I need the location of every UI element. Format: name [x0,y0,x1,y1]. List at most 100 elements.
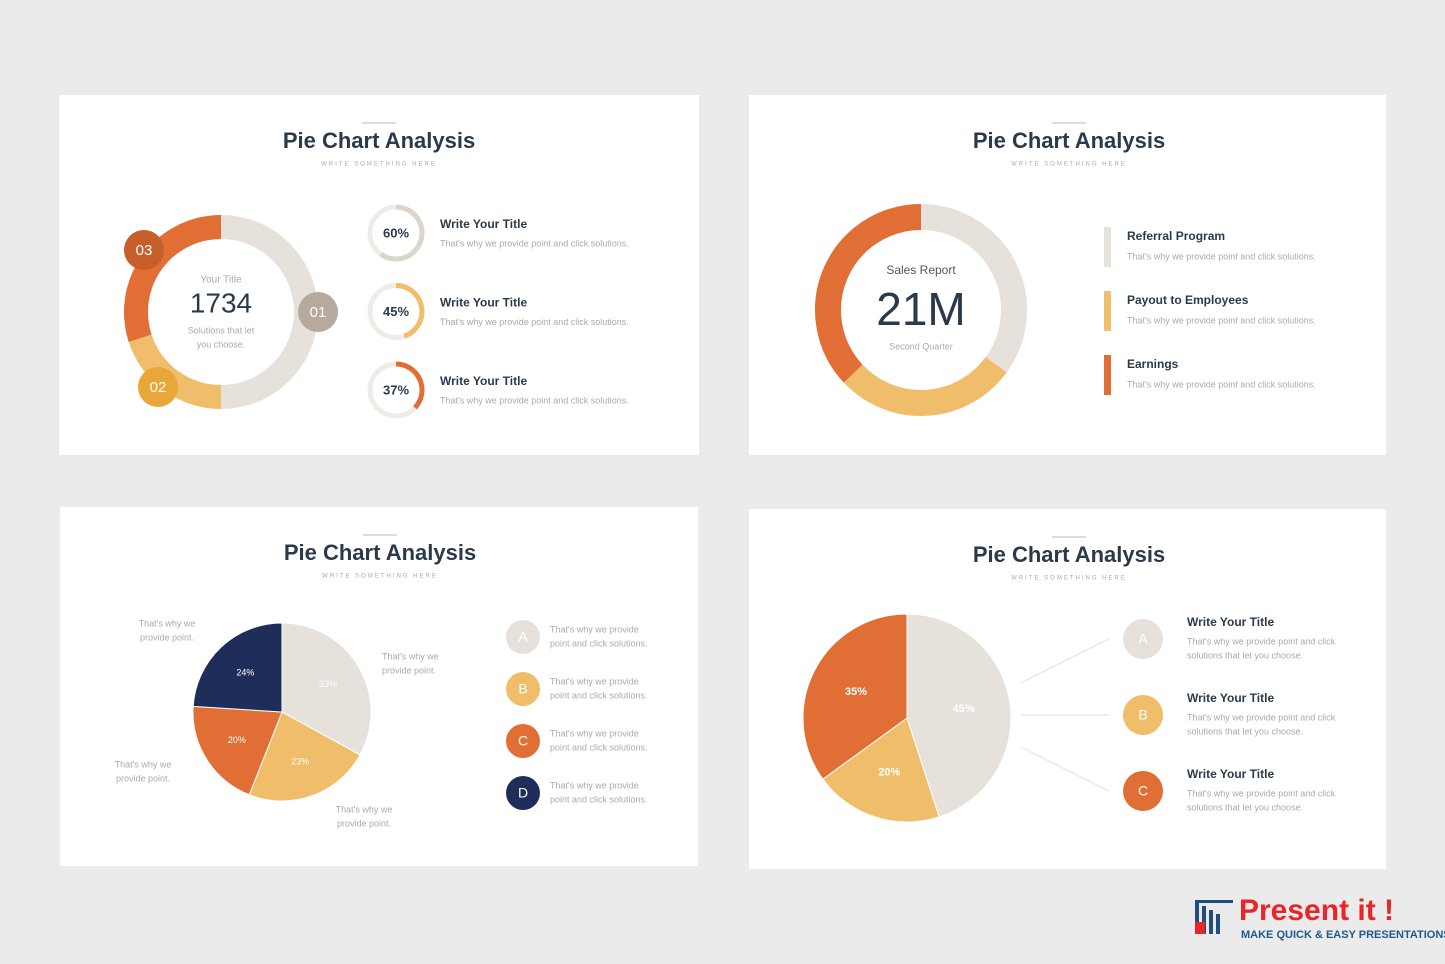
legend-text: point and click solutions. [550,690,648,700]
item-title: Write Your Title [440,296,527,310]
donut-segment [920,204,1027,373]
legend-text: That's why we provide [550,728,639,738]
connector [1020,746,1110,792]
pie-slice [281,622,372,756]
center-caption: Second Quarter [889,341,953,351]
legend-text: solutions that let you choose. [1187,726,1303,736]
badge-label: 01 [310,304,327,321]
legend-letter: D [518,785,528,801]
donut-segment [815,204,922,383]
legend-letter: B [518,681,527,697]
center-label: Sales Report [886,263,956,277]
connector [1020,638,1110,684]
item-title: Write Your Title [440,374,527,388]
slice-label: 35% [845,686,867,698]
legend-bar [1104,291,1111,331]
legend-bar [1104,227,1111,267]
slide-content: Pie Chart Analysis WRITE SOMETHING HERE Re… [815,122,1316,416]
center-caption: you choose. [197,339,246,349]
pie-slice [802,613,908,780]
legend-title: Write Your Title [1187,767,1274,781]
slide-subtitle: WRITE SOMETHING HERE [321,162,437,168]
slice-label: 23% [291,757,309,767]
legend-text: point and click solutions. [550,794,648,804]
slide-subtitle: WRITE SOMETHING HERE [1011,162,1127,168]
badge-label: 02 [150,379,167,396]
legend-bar [1104,355,1111,395]
legend-title: Write Your Title [1187,691,1274,705]
legend-title: Referral Program [1127,229,1225,243]
slice-label: 20% [228,735,246,745]
slide-subtitle: WRITE SOMETHING HERE [322,574,438,580]
callout-text: provide point. [337,818,391,828]
mini-ring-arc [379,204,425,262]
legend-letter: A [518,629,528,645]
slide [749,95,1386,455]
item-text: That's why we provide point and click so… [440,317,629,327]
mini-ring-label: 45% [383,304,409,319]
slide-title: Pie Chart Analysis [284,540,476,565]
badge [138,367,178,407]
donut-segment [843,356,1007,416]
slice-label: 33% [319,679,337,689]
slide-title: Pie Chart Analysis [973,128,1165,153]
badge [124,230,164,270]
legend-letter: B [1138,707,1147,723]
legend-text: solutions that let you choose. [1187,802,1303,812]
slide-content: Pie Chart Analysis WRITE SOMETHING HERE 45… [802,536,1336,823]
legend-text: point and click solutions. [550,638,648,648]
badge-label: 03 [136,242,153,259]
pie-slice [822,717,940,823]
item-title: Write Your Title [440,217,527,231]
pie-slice [192,705,283,796]
legend-text: point and click solutions. [550,742,648,752]
legend-dot [1123,619,1163,659]
legend-dot [506,620,540,654]
pie-slice [192,622,283,713]
slide [60,507,698,866]
legend-text: That's why we provide [550,624,639,634]
logo-name: Present it ! [1239,894,1394,927]
legend-title: Earnings [1127,357,1179,371]
pie-slice [906,613,1012,818]
mini-ring-arc [395,283,425,339]
badge [298,292,338,332]
legend-text: That's why we provide point and click so… [1127,315,1316,325]
slide-title: Pie Chart Analysis [973,542,1165,567]
legend-text: That's why we provide point and click so… [1127,379,1316,389]
callout-text: That's why we [139,618,196,628]
legend-text: That's why we provide point and click [1187,788,1336,798]
mini-ring-label: 37% [383,382,409,397]
center-value: 21M [876,283,965,335]
legend-dot [1123,771,1163,811]
legend-text: That's why we provide [550,676,639,686]
callout-text: That's why we [336,804,393,814]
slide-content: Pie Chart Analysis WRITE SOMETHING HERE 01… [124,122,629,419]
legend-letter: A [1138,631,1148,647]
legend-text: That's why we provide point and click [1187,712,1336,722]
center-label: Your Title [200,275,242,286]
slide-title: Pie Chart Analysis [283,128,475,153]
slide-subtitle: WRITE SOMETHING HERE [1011,576,1127,582]
slice-label: 24% [236,667,254,677]
legend-dot [506,776,540,810]
legend-letter: C [1138,783,1148,799]
slide-content: Pie Chart Analysis WRITE SOMETHING HERE 33… [115,534,648,828]
logo-tagline: MAKE QUICK & EASY PRESENTATIONS [1241,929,1445,941]
callout-text: provide point. [116,773,170,783]
pie-slice [248,711,361,802]
legend-dot [506,724,540,758]
slice-label: 20% [878,766,900,778]
legend-text: That's why we provide [550,780,639,790]
mini-ring-arc [395,361,425,410]
center-caption: Solutions that let [188,325,255,335]
legend-text: That's why we provide point and click so… [1127,251,1316,261]
center-value: 1734 [190,287,252,318]
callout-text: provide point. [140,632,194,642]
mini-ring-label: 60% [383,225,409,240]
logo-icon [1195,900,1233,934]
legend-text: That's why we provide point and click [1187,636,1336,646]
legend-title: Write Your Title [1187,615,1274,629]
